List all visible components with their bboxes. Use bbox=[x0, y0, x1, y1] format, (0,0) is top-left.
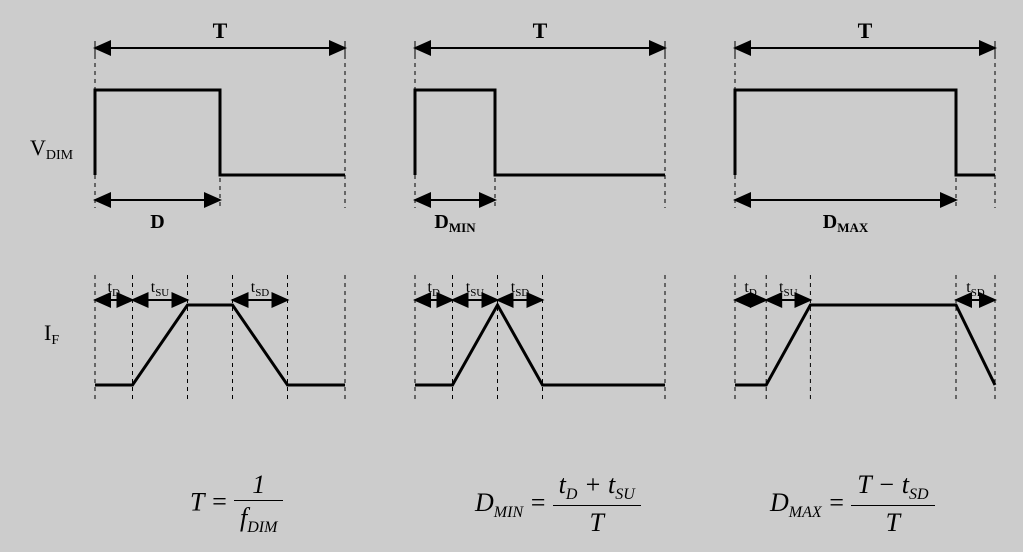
svg-text:tD: tD bbox=[108, 279, 120, 299]
formula-Dmax: DMAX=T − tSDT bbox=[770, 470, 935, 539]
svg-text:tSD: tSD bbox=[511, 279, 530, 299]
svg-text:T: T bbox=[213, 18, 228, 43]
svg-text:tSU: tSU bbox=[779, 279, 798, 299]
svg-text:IF: IF bbox=[44, 320, 59, 348]
svg-text:T: T bbox=[858, 18, 873, 43]
formula-T: T=1fDIM bbox=[190, 470, 283, 539]
svg-text:tSU: tSU bbox=[466, 279, 485, 299]
svg-text:tSU: tSU bbox=[151, 279, 170, 299]
svg-text:DMAX: DMAX bbox=[823, 211, 869, 235]
formula-Dmin: DMIN=tD + tSUT bbox=[475, 470, 641, 539]
svg-text:D: D bbox=[150, 211, 164, 233]
svg-text:tSD: tSD bbox=[251, 279, 270, 299]
svg-text:tSD: tSD bbox=[966, 279, 985, 299]
svg-text:DMIN: DMIN bbox=[434, 211, 476, 235]
svg-text:VDIM: VDIM bbox=[30, 135, 74, 163]
svg-text:tD: tD bbox=[428, 279, 440, 299]
svg-text:T: T bbox=[533, 18, 548, 43]
svg-text:tD: tD bbox=[744, 279, 756, 299]
